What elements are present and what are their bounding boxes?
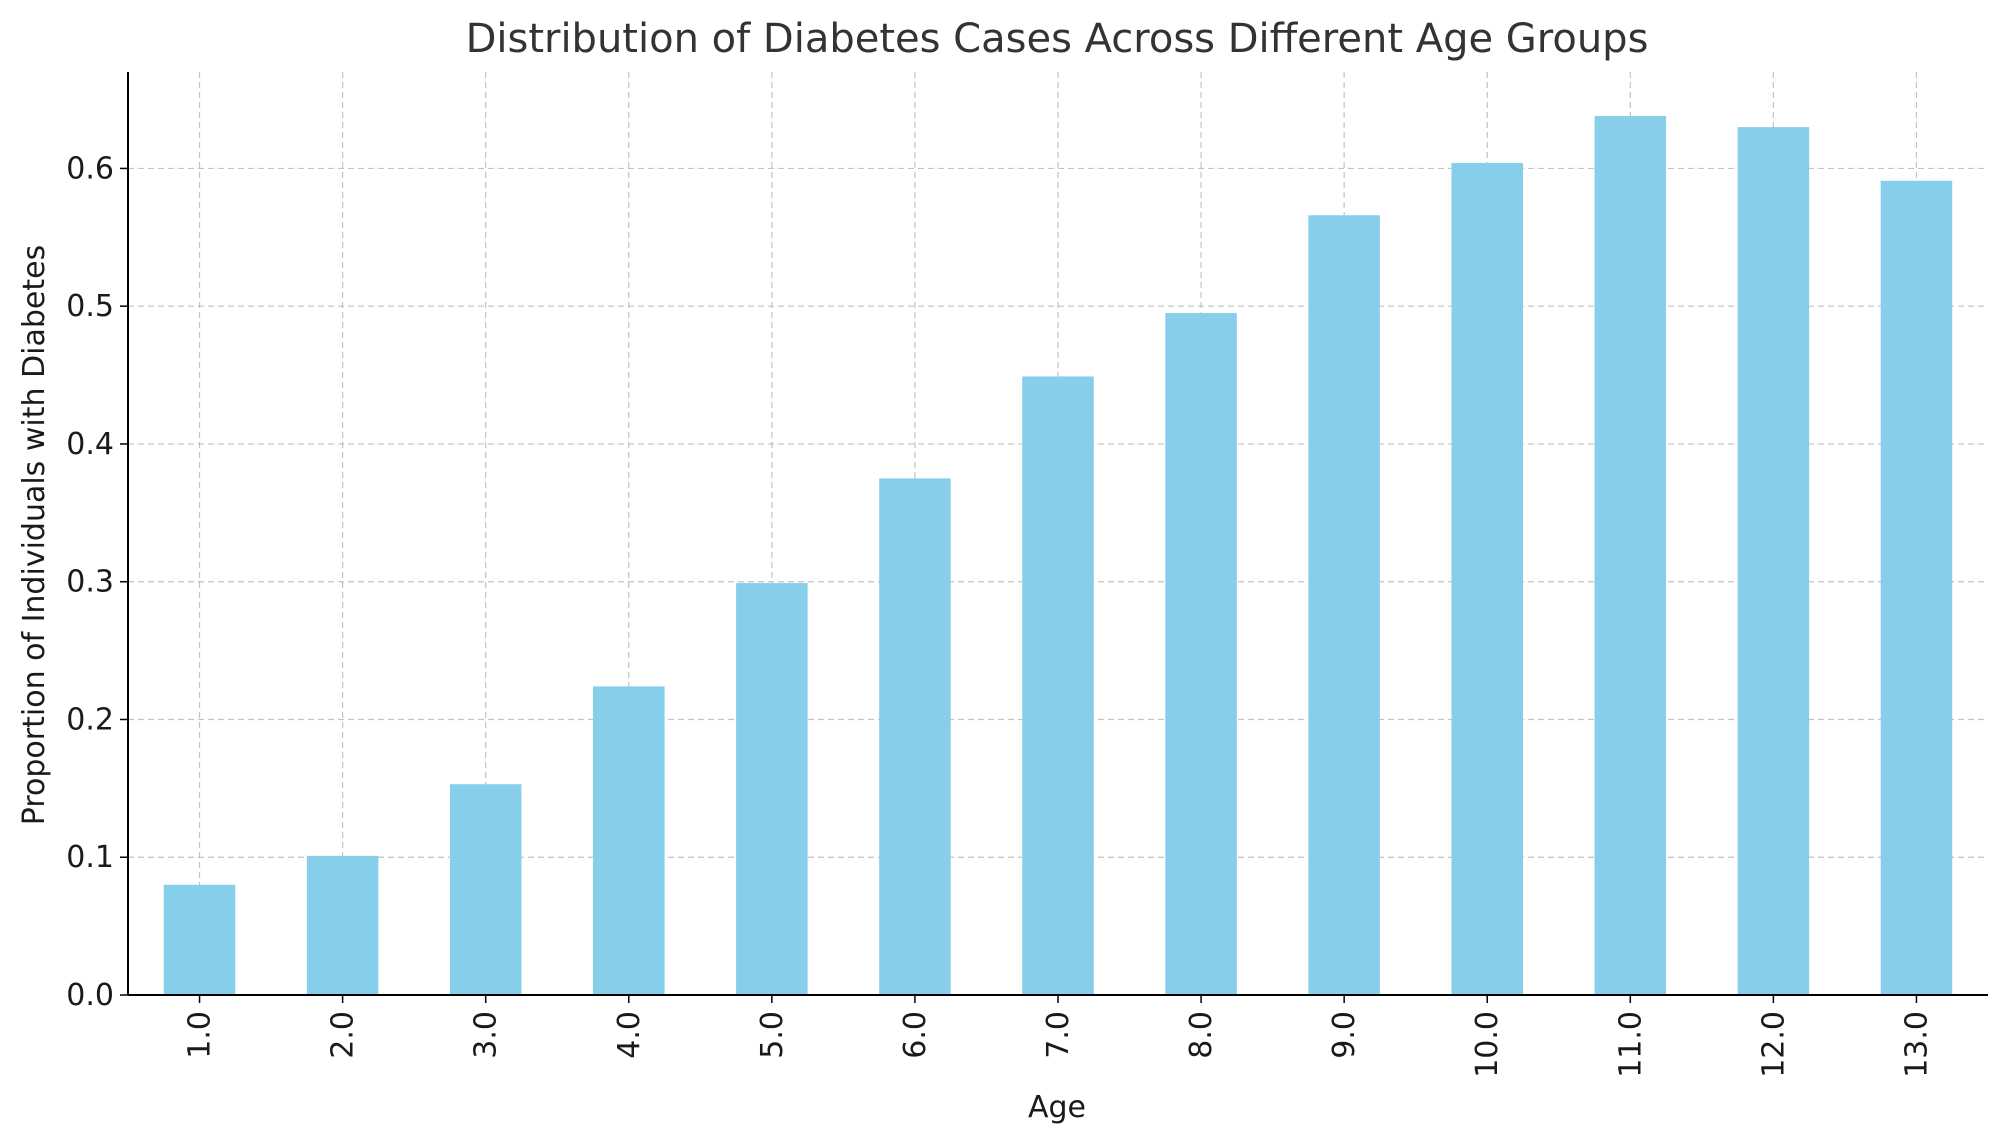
y-tick-labels: 0.0 0.1 0.2 0.3 0.4 0.5 0.6	[66, 151, 114, 1013]
bars	[163, 116, 1953, 996]
bar-age-3.0	[449, 784, 522, 995]
bar-age-9.0	[1308, 215, 1380, 996]
axes	[120, 72, 1988, 1003]
bar-age-12.0	[1737, 127, 1810, 995]
x-axis-label: Age	[1028, 1090, 1086, 1125]
y-tick-label: 0.0	[66, 978, 114, 1013]
x-tick-label: 2.0	[326, 1011, 361, 1059]
x-tick-label: 11.0	[1613, 1011, 1648, 1078]
x-tick-label: 6.0	[898, 1011, 933, 1059]
x-tick-label: 5.0	[755, 1011, 790, 1059]
y-tick-label: 0.6	[66, 151, 114, 186]
x-tick-label: 8.0	[1184, 1011, 1219, 1059]
x-tick-label: 12.0	[1756, 1011, 1791, 1078]
x-tick-label: 1.0	[183, 1011, 218, 1059]
x-tick-label: 10.0	[1470, 1011, 1505, 1078]
bar-age-13.0	[1880, 180, 1953, 995]
y-tick-label: 0.1	[66, 840, 114, 875]
x-tick-label: 7.0	[1041, 1011, 1076, 1059]
bar-age-6.0	[879, 478, 951, 995]
x-tick-label: 9.0	[1327, 1011, 1362, 1059]
x-tick-label: 13.0	[1899, 1011, 1934, 1078]
y-axis-label: Proportion of Individuals with Diabetes	[17, 245, 52, 825]
x-tick-label: 4.0	[612, 1011, 647, 1059]
chart-title: Distribution of Diabetes Cases Across Di…	[466, 16, 1649, 62]
y-tick-label: 0.5	[66, 289, 114, 324]
bar-age-7.0	[1022, 376, 1094, 995]
bar-age-4.0	[593, 686, 665, 995]
x-tick-label: 3.0	[469, 1011, 504, 1059]
bar-age-2.0	[306, 855, 379, 995]
bar-age-10.0	[1451, 162, 1523, 996]
bar-age-8.0	[1165, 313, 1237, 995]
bar-age-11.0	[1594, 116, 1667, 996]
y-tick-label: 0.2	[66, 702, 114, 737]
y-tick-label: 0.3	[66, 565, 114, 600]
y-tick-label: 0.4	[66, 427, 114, 462]
bar-age-5.0	[736, 583, 808, 995]
bar-age-1.0	[163, 884, 236, 995]
x-tick-labels: 1.0 2.0 3.0 4.0 5.0 6.0 7.0 8.0 9.0 10.0 11.0 12.0 1…	[183, 1011, 1935, 1078]
